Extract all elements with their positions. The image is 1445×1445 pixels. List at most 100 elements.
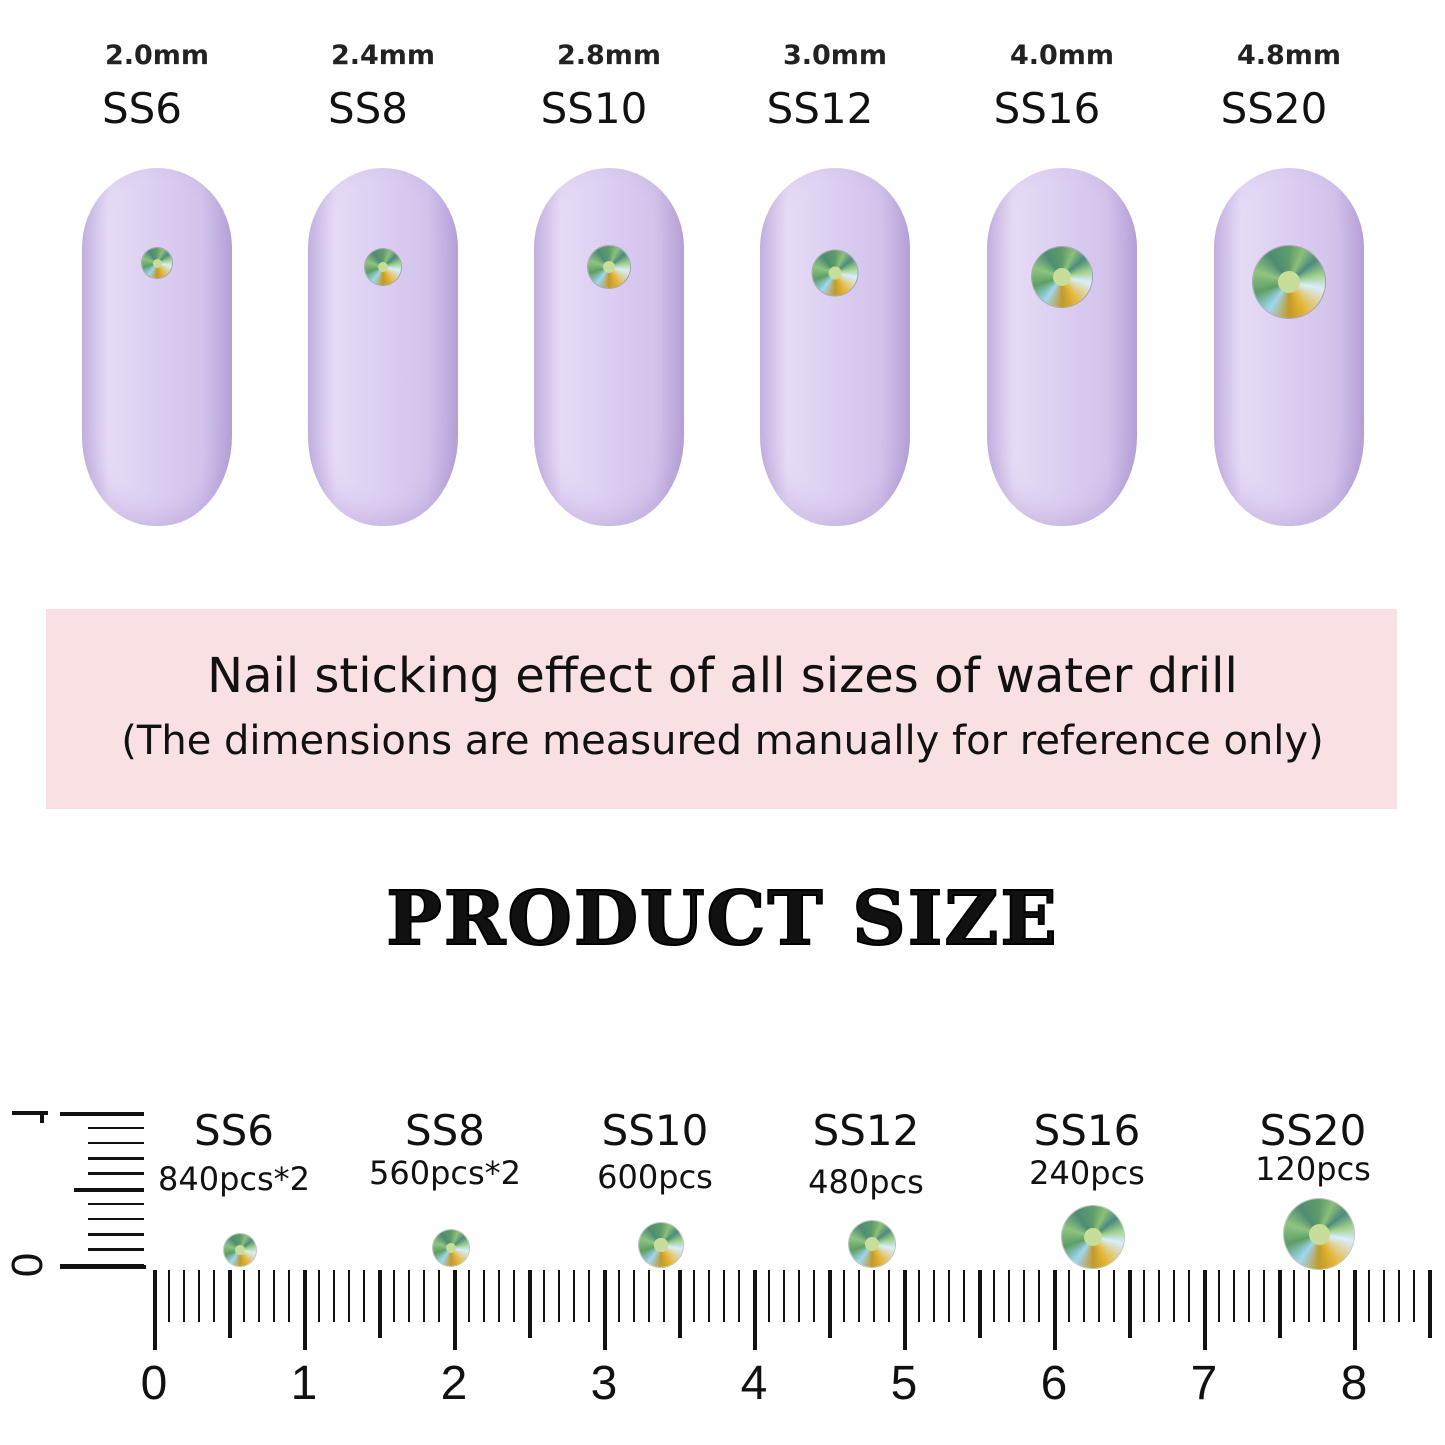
ruler-tick: [932, 1270, 935, 1322]
ruler-tick: [1277, 1270, 1282, 1338]
size-mm-label: 4.0mm: [1009, 40, 1115, 71]
size-ss-label: SS16: [993, 84, 1101, 133]
vertical-ruler-tick: [88, 1233, 144, 1236]
size-mm-label: 4.8mm: [1236, 40, 1342, 71]
ruler-tick: [782, 1270, 785, 1322]
ruler-label: 4: [740, 1357, 768, 1410]
ruler-tick: [332, 1270, 335, 1322]
vertical-ruler-tick: [60, 1111, 144, 1116]
ruler-tick: [467, 1270, 470, 1322]
nail: [308, 168, 458, 526]
ruler-tick: [1292, 1270, 1295, 1322]
ruler-tick: [227, 1270, 232, 1338]
ruler-tick: [437, 1270, 440, 1322]
size-mm-label: 2.4mm: [330, 40, 436, 71]
vertical-ruler-tick: [74, 1187, 144, 1192]
vertical-ruler-label: 0: [3, 1252, 53, 1278]
ruler-tick: [317, 1270, 320, 1322]
ruler-tick: [722, 1270, 725, 1322]
ruler-label: 1: [290, 1357, 318, 1410]
ruler-tick: [407, 1270, 410, 1322]
ruler-label: 0: [140, 1357, 168, 1410]
vertical-ruler-tick: [88, 1157, 144, 1160]
ruler-tick: [1037, 1270, 1040, 1322]
ruler-tick: [257, 1270, 260, 1322]
ruler-tick: [287, 1270, 290, 1322]
info-banner: [46, 609, 1397, 809]
rhinestone-gem: [142, 248, 172, 278]
ruler-tick: [1307, 1270, 1310, 1322]
ruler-tick: [737, 1270, 740, 1322]
ruler-tick: [662, 1270, 665, 1322]
vertical-ruler-tick: [88, 1217, 144, 1221]
ruler-tick: [872, 1270, 875, 1322]
ruler-tick: [902, 1270, 907, 1350]
ruler-tick: [1112, 1270, 1115, 1322]
ruler-label: 8: [1340, 1357, 1368, 1410]
size-mm-label: 3.0mm: [782, 40, 888, 71]
ruler-tick: [572, 1270, 575, 1322]
banner-note: (The dimensions are measured manually fo…: [121, 718, 1324, 764]
product-count: 240pcs: [1029, 1154, 1145, 1192]
ruler-tick: [152, 1270, 157, 1350]
nail: [1214, 168, 1364, 526]
ruler-tick: [1127, 1270, 1132, 1338]
product-ss-label: SS20: [1259, 1106, 1367, 1155]
ruler-label: 7: [1190, 1357, 1218, 1410]
ruler-tick: [842, 1270, 845, 1322]
rhinestone-gem: [433, 1230, 469, 1266]
ruler-tick: [542, 1270, 545, 1322]
ruler-tick: [347, 1270, 350, 1322]
vertical-ruler-tick: [60, 1263, 144, 1268]
page-title: PRODUCT SIZE: [385, 875, 1059, 963]
ruler-tick: [947, 1270, 950, 1322]
vertical-ruler-tick: [88, 1202, 144, 1206]
product-ss-label: SS16: [1033, 1106, 1141, 1155]
size-mm-label: 2.0mm: [104, 40, 210, 71]
ruler-tick: [422, 1270, 425, 1322]
size-mm-label: 2.8mm: [556, 40, 662, 71]
size-ss-label: SS10: [540, 84, 648, 133]
ruler-tick: [1157, 1270, 1160, 1322]
vertical-ruler-tick: [88, 1248, 144, 1251]
ruler-label: 2: [440, 1357, 468, 1410]
size-ss-label: SS6: [101, 84, 183, 133]
rhinestone-gem: [1032, 247, 1092, 307]
ruler-tick: [1217, 1270, 1220, 1322]
ruler-tick: [752, 1270, 757, 1350]
ruler-tick: [1067, 1270, 1070, 1322]
vertical-ruler-tick: [88, 1172, 144, 1175]
ruler-tick: [182, 1270, 185, 1322]
ruler-tick: [362, 1270, 365, 1322]
ruler-tick: [692, 1270, 695, 1322]
ruler-tick: [497, 1270, 500, 1322]
ruler-tick: [677, 1270, 682, 1338]
ruler-tick: [647, 1270, 650, 1322]
banner-heading: Nail sticking effect of all sizes of wat…: [207, 648, 1238, 704]
vertical-ruler-tick: [88, 1126, 144, 1130]
ruler-tick: [1232, 1270, 1235, 1322]
ruler-tick: [197, 1270, 200, 1322]
ruler-tick: [767, 1270, 770, 1322]
ruler-tick: [452, 1270, 457, 1350]
ruler-tick: [242, 1270, 245, 1322]
ruler-tick: [1172, 1270, 1175, 1322]
ruler-tick: [617, 1270, 620, 1322]
ruler-tick: [1367, 1270, 1370, 1322]
nail: [760, 168, 910, 526]
ruler-tick: [857, 1270, 860, 1322]
ruler-tick: [1022, 1270, 1025, 1322]
rhinestone-gem: [365, 249, 401, 285]
ruler-tick: [167, 1270, 170, 1322]
nail: [534, 168, 684, 526]
ruler-tick: [977, 1270, 982, 1338]
ruler-tick: [272, 1270, 275, 1322]
rhinestone-gem: [639, 1223, 683, 1267]
ruler-tick: [1352, 1270, 1357, 1350]
ruler-tick: [1382, 1270, 1385, 1322]
rhinestone-gem: [588, 246, 630, 288]
product-count: 120pcs: [1255, 1150, 1371, 1188]
ruler-tick: [1082, 1270, 1085, 1322]
product-count: 560pcs*2: [368, 1154, 521, 1192]
size-ss-label: SS8: [327, 84, 409, 133]
